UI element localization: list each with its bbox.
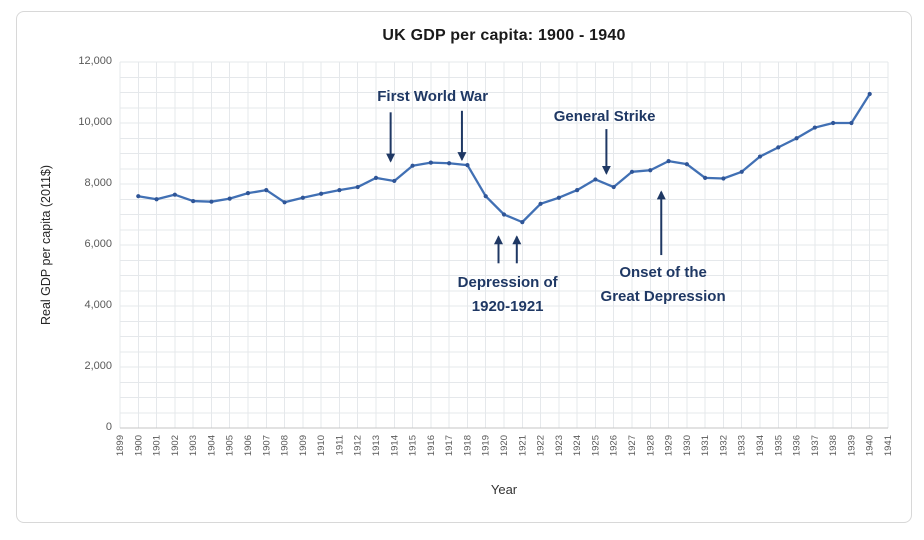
x-axis-tick-label: 1933 <box>737 435 748 456</box>
gridlines <box>119 61 889 429</box>
annotation-first-world-war: First World War <box>377 85 488 109</box>
x-axis-tick-label: 1940 <box>865 435 876 456</box>
x-axis-tick-label: 1901 <box>152 435 163 456</box>
x-axis-tick-label: 1937 <box>810 435 821 456</box>
x-axis-tick-label: 1909 <box>298 435 309 456</box>
x-axis-tick-label: 1911 <box>334 435 345 455</box>
x-axis-tick-label: 1900 <box>133 435 144 456</box>
x-axis-tick-label: 1919 <box>481 435 492 456</box>
x-axis-tick-label: 1910 <box>316 435 327 456</box>
x-axis-tick-label: 1941 <box>883 435 894 456</box>
x-axis-tick-label: 1902 <box>170 435 181 456</box>
x-axis-tick-label: 1922 <box>536 435 547 456</box>
x-axis-tick-label: 1903 <box>188 435 199 456</box>
x-axis-tick-label: 1927 <box>627 435 638 456</box>
y-axis-tick-label: 8,000 <box>84 177 112 189</box>
x-axis-tick-label: 1918 <box>462 435 473 456</box>
y-axis-tick-label: 10,000 <box>78 116 112 128</box>
x-axis-tick-label: 1899 <box>115 435 126 456</box>
chart-title: UK GDP per capita: 1900 - 1940 <box>382 27 626 44</box>
annotation-onset-great-depression: Onset of the Great Depression <box>601 261 726 309</box>
y-axis-tick-label: 2,000 <box>84 360 112 372</box>
x-axis-tick-label: 1913 <box>371 435 382 456</box>
x-axis-tick-label: 1920 <box>499 435 510 456</box>
x-axis-tick-label: 1921 <box>517 435 528 456</box>
y-axis-tick-label: 6,000 <box>84 238 112 250</box>
x-axis-tick-label: 1934 <box>755 435 766 456</box>
data-point-markers <box>136 91 872 225</box>
x-axis-tick-label: 1938 <box>828 435 839 456</box>
y-axis-tick-label: 0 <box>105 421 112 433</box>
annotation-text: Onset of the <box>619 264 707 282</box>
x-axis-tick-label: 1931 <box>700 435 711 456</box>
x-axis-tick-labels: 1899 1900 1901 1902 1903 1904 1905 1906 1907 1908… <box>115 435 894 456</box>
x-axis-tick-label: 1932 <box>718 435 729 456</box>
x-axis-tick-label: 1929 <box>664 435 675 456</box>
x-axis-tick-label: 1905 <box>225 435 236 456</box>
x-axis-tick-label: 1914 <box>389 435 400 456</box>
x-axis-tick-label: 1930 <box>682 435 693 456</box>
x-axis-tick-label: 1908 <box>280 435 291 456</box>
x-axis-tick-label: 1916 <box>426 435 437 456</box>
annotation-text: Depression of <box>457 274 558 292</box>
x-axis-tick-label: 1915 <box>408 435 419 456</box>
x-axis-tick-label: 1925 <box>590 435 601 456</box>
x-axis-tick-label: 1935 <box>773 435 784 456</box>
x-axis-tick-label: 1904 <box>206 435 217 456</box>
x-axis-tick-label: 1924 <box>572 435 583 456</box>
annotation-text: Great Depression <box>600 288 726 306</box>
y-axis-tick-label: 12,000 <box>78 55 112 67</box>
x-axis-tick-label: 1912 <box>353 435 364 456</box>
annotation-depression-1920-1921: Depression of 1920-1921 <box>458 271 558 319</box>
x-axis-tick-label: 1917 <box>444 435 455 456</box>
x-axis-tick-label: 1939 <box>846 435 857 456</box>
x-axis-title: Year <box>490 482 518 497</box>
annotation-arrows <box>386 110 666 264</box>
annotation-general-strike: General Strike <box>554 105 656 129</box>
y-axis-tick-label: 4,000 <box>84 299 112 311</box>
annotation-text: 1920-1921 <box>471 298 544 316</box>
x-axis-tick-label: 1926 <box>609 435 620 456</box>
annotation-text: First World War <box>377 88 489 106</box>
x-axis-tick-label: 1907 <box>261 435 272 456</box>
x-axis-tick-label: 1928 <box>645 435 656 456</box>
x-axis-tick-label: 1936 <box>792 435 803 456</box>
chart-frame: UK GDP per capita: 1900 - 1940 Real GDP … <box>16 11 912 523</box>
annotation-text: General Strike <box>553 107 656 125</box>
line-chart-svg <box>119 61 889 429</box>
plot-area: First World War General Strike Depressio… <box>119 61 889 429</box>
x-axis-tick-label: 1906 <box>243 435 254 456</box>
x-axis-tick-label: 1923 <box>554 435 565 456</box>
